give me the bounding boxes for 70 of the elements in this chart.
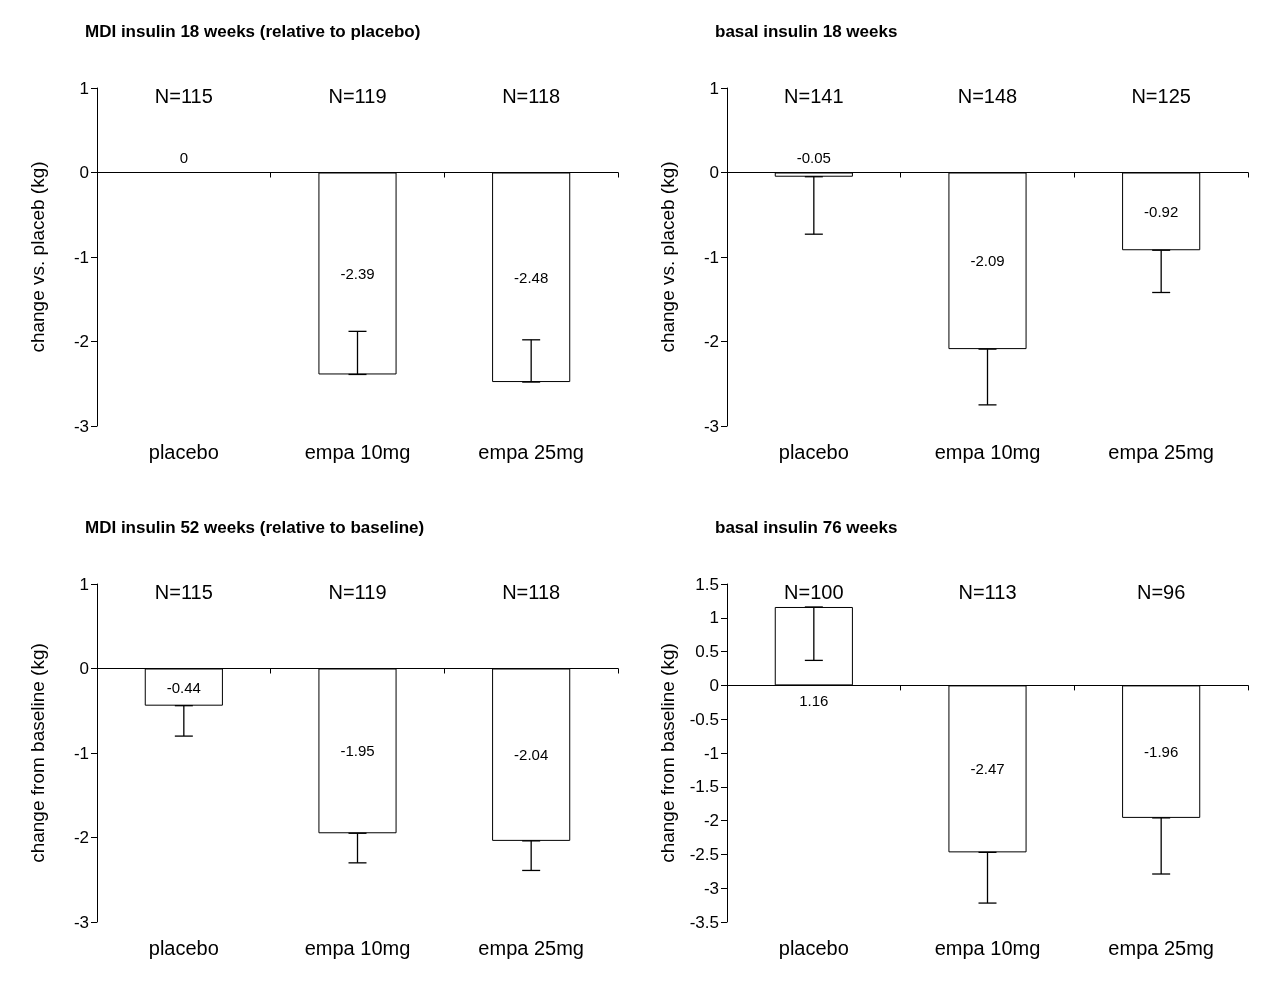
x-tick-label: placebo	[778, 441, 849, 463]
y-tick-label: 0	[709, 163, 719, 182]
data-label: -0.92	[1144, 202, 1179, 220]
annotation: N=100	[784, 581, 844, 603]
y-tick-label: 1	[79, 574, 89, 594]
y-tick-label: 1	[79, 78, 89, 98]
data-label: 1.16	[799, 692, 829, 710]
annotation: N=115	[154, 85, 213, 107]
data-label: 0	[179, 148, 189, 166]
x-tick-label: empa 10mg	[304, 441, 411, 463]
annotation: N=96	[1136, 581, 1186, 603]
data-label: -2.48	[514, 268, 549, 286]
y-tick-label: -2	[703, 811, 719, 831]
x-tick-label: placebo	[148, 441, 219, 463]
y-tick-label: -1	[73, 743, 89, 763]
y-tick-label: -1	[73, 247, 89, 267]
y-tick-label: 0	[709, 675, 719, 695]
y-axis-title: change vs. placeb (kg)	[27, 161, 48, 353]
y-tick-label: -2	[73, 332, 89, 351]
annotation: N=113	[958, 581, 1017, 603]
data-label: -1.95	[340, 742, 375, 760]
chart-title: MDI insulin 52 weeks (relative to baseline)	[85, 518, 425, 537]
y-axis-title: change vs. placeb (kg)	[657, 161, 678, 353]
y-axis-title: change from baseline (kg)	[657, 643, 678, 863]
data-label: -1.96	[1144, 743, 1179, 761]
data-label: -2.09	[970, 252, 1005, 270]
annotation: N=141	[784, 85, 844, 107]
annotation: N=118	[502, 581, 561, 603]
y-tick-label: -1	[703, 247, 719, 267]
y-tick-label: 0.5	[695, 642, 719, 662]
y-tick-label: 1.5	[695, 574, 719, 594]
y-tick-label: -3	[73, 912, 89, 932]
y-tick-label: 1	[709, 78, 719, 98]
y-tick-label: -0.5	[689, 709, 719, 729]
annotation: N=118	[502, 85, 561, 107]
annotation: N=119	[328, 581, 387, 603]
y-tick-label: -2.5	[689, 844, 719, 864]
y-tick-label: 0	[79, 659, 89, 678]
data-label: -2.04	[514, 746, 549, 764]
data-label: -0.44	[166, 678, 201, 696]
y-tick-label: 0	[79, 163, 89, 182]
x-tick-label: empa 25mg	[478, 937, 584, 959]
x-tick-label: empa 10mg	[304, 937, 411, 959]
y-tick-label: -2	[703, 332, 719, 351]
annotation: N=115	[154, 581, 213, 603]
y-tick-label: -3	[703, 878, 719, 898]
x-tick-label: empa 10mg	[934, 441, 1041, 463]
chart-title: MDI insulin 18 weeks (relative to placebo)	[85, 22, 421, 41]
x-tick-label: empa 10mg	[934, 937, 1041, 959]
y-tick-label: -3	[73, 416, 89, 436]
chart-title: basal insulin 76 weeks	[715, 518, 898, 537]
y-tick-label: -3.5	[689, 912, 719, 932]
annotation: N=148	[957, 85, 1018, 107]
y-tick-label: -1	[703, 743, 719, 763]
data-label: -2.39	[340, 264, 375, 282]
annotation: N=119	[328, 85, 387, 107]
x-tick-label: empa 25mg	[1108, 441, 1214, 463]
y-axis-title: change from baseline (kg)	[27, 643, 48, 863]
annotation: N=125	[1131, 85, 1191, 107]
data-label: -2.47	[970, 760, 1005, 778]
x-tick-label: empa 25mg	[1108, 937, 1214, 959]
y-tick-label: 1	[709, 608, 719, 628]
data-label: -0.05	[796, 148, 831, 166]
x-tick-label: placebo	[148, 937, 219, 959]
chart-title: basal insulin 18 weeks	[715, 22, 898, 41]
x-tick-label: placebo	[778, 937, 849, 959]
y-tick-label: -1.5	[689, 777, 719, 797]
y-tick-label: -2	[73, 828, 89, 847]
x-tick-label: empa 25mg	[478, 441, 584, 463]
y-tick-label: -3	[703, 416, 719, 436]
